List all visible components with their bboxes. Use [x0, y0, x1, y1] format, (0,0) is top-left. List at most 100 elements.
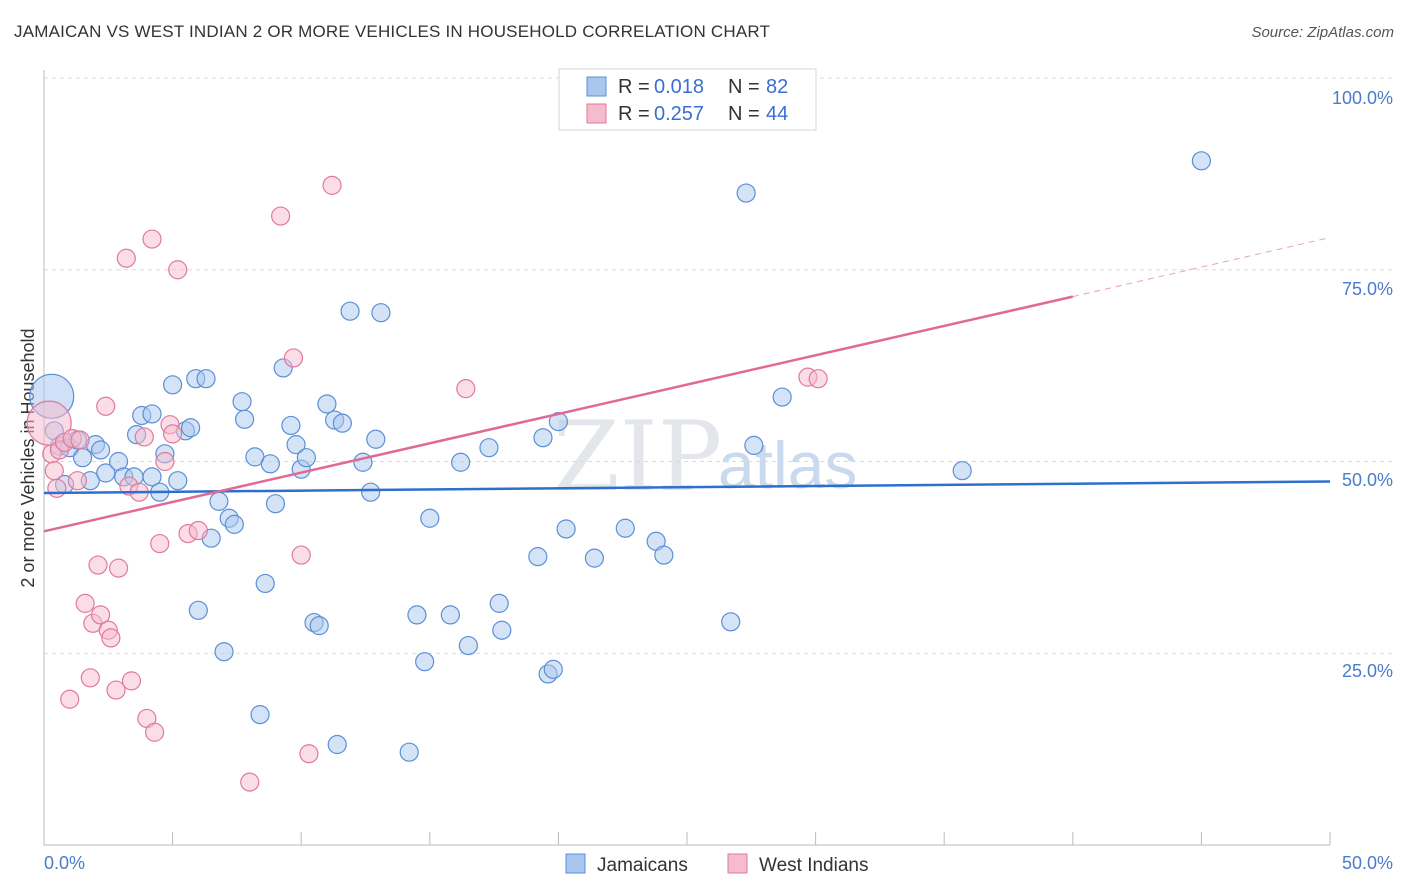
jamaicans-point: [209, 491, 229, 511]
y-axis-label: 2 or more Vehicles in Household: [18, 328, 38, 587]
west-indians-point: [121, 671, 142, 691]
jamaicans-point: [451, 452, 471, 472]
west-indians-point: [116, 248, 136, 268]
jamaicans-point: [420, 508, 440, 528]
west-indians-point: [108, 558, 129, 578]
trend-lines: [43, 237, 1331, 533]
jamaicans-point: [736, 183, 756, 203]
west-indians-point: [808, 369, 828, 389]
jamaicans-point: [90, 440, 111, 460]
jamaicans-point: [296, 448, 316, 468]
jamaicans-point: [415, 652, 435, 672]
jamaicans-point: [407, 605, 427, 625]
jamaicans-point: [340, 301, 360, 321]
gridlines: [44, 77, 1393, 654]
x-tick-label-min: 0.0%: [44, 853, 85, 873]
legend-r-value-jamaicans: 0.018: [654, 76, 704, 98]
jamaicans-point: [309, 616, 329, 636]
y-tick-label-100: 100.0%: [1332, 88, 1393, 108]
jamaicans-point: [654, 545, 674, 565]
jamaicans-point: [366, 429, 386, 449]
jamaicans-point: [327, 734, 347, 755]
west-indians-point: [101, 628, 121, 648]
legend-r-label-jamaicans: R =: [618, 76, 650, 98]
jamaicans-point: [181, 418, 201, 438]
west-indians-point: [144, 722, 165, 742]
y-tick-label-50: 50.0%: [1342, 470, 1393, 490]
bottom-legend: Jamaicans West Indians: [565, 853, 868, 876]
legend-n-label-jamaicans: N =: [728, 76, 760, 98]
bottom-legend-swatch-west-indians: [727, 853, 748, 874]
jamaicans-point: [224, 514, 244, 534]
jamaicans-point: [584, 548, 605, 568]
jamaicans-point: [142, 467, 162, 487]
west-indians-point: [88, 555, 108, 575]
bottom-legend-swatch-jamaicans: [565, 853, 586, 874]
west-indians-point: [299, 744, 319, 764]
x-tick-label-max: 50.0%: [1342, 853, 1393, 873]
jamaicans-point: [163, 375, 183, 395]
legend: R = 0.018 N = 82 R = 0.257 N = 44: [558, 68, 817, 131]
jamaicans-point: [255, 573, 275, 594]
trend-line-west-indians: [43, 295, 1074, 533]
legend-swatch-jamaicans: [586, 76, 607, 97]
west-indians-point: [163, 424, 183, 444]
west-indians-point: [150, 533, 170, 554]
west-indians-point: [106, 680, 126, 700]
jamaicans-point: [952, 461, 972, 481]
jamaicans-point: [1191, 151, 1212, 171]
trend-line-jamaicans: [43, 480, 1331, 495]
bottom-legend-label-jamaicans: Jamaicans: [597, 855, 688, 876]
jamaicans-point: [96, 463, 116, 483]
jamaicans-point: [235, 409, 255, 429]
jamaicans-point: [232, 392, 252, 412]
west-indians-point: [70, 430, 90, 450]
jamaicans-point: [142, 404, 162, 424]
chart-title: JAMAICAN VS WEST INDIAN 2 OR MORE VEHICL…: [14, 22, 771, 41]
y-tick-label-75: 75.0%: [1342, 279, 1393, 299]
jamaicans-point: [188, 600, 208, 620]
series-west-indians: [26, 175, 828, 792]
trend-line-west-indians-extension: [1072, 237, 1331, 298]
y-tick-label-25: 25.0%: [1342, 661, 1393, 681]
jamaicans-point: [250, 705, 270, 725]
jamaicans-point: [615, 518, 635, 538]
west-indians-point: [90, 605, 111, 625]
west-indians-point: [322, 175, 342, 195]
jamaicans-point: [543, 659, 563, 679]
jamaicans-point: [440, 605, 460, 625]
west-indians-point: [142, 229, 162, 249]
source-label: Source: ZipAtlas.com: [1251, 24, 1394, 41]
jamaicans-point: [492, 620, 512, 640]
jamaicans-point: [744, 435, 764, 455]
west-indians-point: [271, 206, 291, 226]
west-indians-point: [240, 772, 260, 792]
jamaicans-point: [168, 471, 188, 491]
legend-n-value-west-indians: 44: [766, 103, 788, 125]
jamaicans-point: [399, 742, 419, 762]
legend-swatch-west-indians: [586, 103, 607, 124]
west-indians-point: [134, 427, 154, 447]
jamaicans-point: [533, 428, 553, 448]
jamaicans-point: [332, 413, 352, 433]
legend-n-value-jamaicans: 82: [766, 76, 788, 98]
jamaicans-point: [458, 635, 478, 656]
watermark-zip: ZIP: [553, 401, 722, 513]
jamaicans-point: [528, 547, 548, 567]
west-indians-point: [75, 593, 95, 613]
jamaicans-point: [361, 482, 381, 502]
west-indians-point: [456, 379, 476, 399]
west-indians-point: [67, 471, 88, 491]
x-tick-marks: [172, 832, 1331, 845]
west-indians-point: [47, 478, 67, 498]
jamaicans-point: [556, 519, 576, 539]
west-indians-point: [155, 451, 175, 472]
jamaicans-point: [772, 387, 792, 407]
jamaicans-point: [214, 642, 234, 662]
legend-n-label-west-indians: N =: [728, 103, 760, 125]
west-indians-point: [80, 668, 100, 688]
jamaicans-point: [196, 369, 216, 389]
bottom-legend-label-west-indians: West Indians: [759, 855, 868, 876]
west-indians-point: [96, 396, 116, 416]
